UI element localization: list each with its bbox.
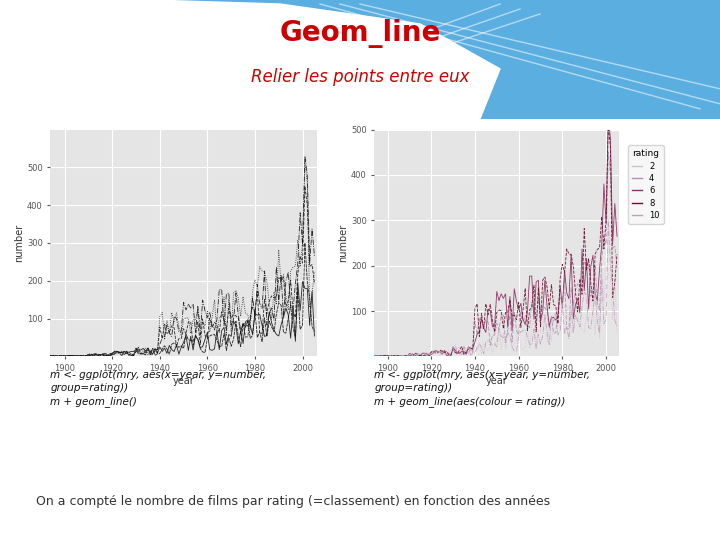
Y-axis label: number: number: [14, 224, 24, 262]
6: [534, 277, 543, 284]
2: [372, 353, 381, 360]
8: [508, 313, 516, 320]
8: [608, 294, 617, 301]
10: [374, 353, 383, 360]
Polygon shape: [0, 0, 500, 119]
4: [508, 339, 516, 345]
10: [608, 284, 617, 290]
Line: 8: 8: [374, 125, 617, 356]
6: [455, 350, 464, 356]
6: [545, 323, 554, 329]
10: [508, 343, 516, 350]
Text: m <- ggplot(mry, aes(x=year, y=number,
group=rating))
m + geom_line(aes(colour =: m <- ggplot(mry, aes(x=year, y=number, g…: [374, 370, 590, 407]
10: [457, 352, 466, 358]
8: [457, 343, 466, 350]
Line: 2: 2: [374, 267, 617, 356]
6: [606, 136, 615, 142]
6: [370, 353, 379, 360]
8: [560, 269, 569, 276]
6: [604, 113, 613, 119]
8: [604, 122, 613, 129]
Text: On a compté le nombre de films par rating (=classement) en fonction des années: On a compté le nombre de films par ratin…: [36, 495, 550, 508]
8: [536, 323, 545, 330]
4: [613, 264, 621, 271]
8: [370, 352, 379, 359]
8: [372, 353, 381, 360]
2: [613, 329, 621, 335]
Polygon shape: [0, 0, 430, 109]
4: [377, 353, 385, 360]
X-axis label: year: year: [173, 376, 194, 386]
10: [536, 341, 545, 347]
4: [370, 353, 379, 359]
2: [602, 264, 611, 270]
X-axis label: year: year: [486, 376, 508, 386]
Line: 4: 4: [374, 152, 617, 356]
10: [604, 217, 613, 224]
8: [547, 281, 556, 288]
10: [613, 323, 621, 330]
4: [604, 149, 613, 156]
6: [505, 293, 514, 300]
4: [560, 275, 569, 282]
4: [547, 313, 556, 320]
2: [536, 329, 545, 335]
10: [370, 353, 379, 359]
2: [508, 343, 516, 349]
4: [608, 245, 617, 252]
10: [547, 314, 556, 320]
6: [613, 233, 621, 239]
Text: Geom_line: Geom_line: [279, 19, 441, 49]
Line: 6: 6: [374, 116, 617, 356]
4: [536, 307, 545, 314]
10: [560, 330, 569, 337]
8: [613, 251, 621, 258]
2: [560, 303, 569, 310]
Text: Relier les points entre eux: Relier les points entre eux: [251, 68, 469, 86]
Y-axis label: number: number: [338, 224, 348, 262]
6: [558, 305, 567, 311]
4: [457, 346, 466, 353]
2: [608, 316, 617, 322]
Text: m <- ggplot(mry, aes(x=year, y=number,
group=rating))
m + geom_line(): m <- ggplot(mry, aes(x=year, y=number, g…: [50, 370, 266, 407]
2: [457, 347, 466, 353]
Line: 10: 10: [374, 220, 617, 356]
2: [547, 338, 556, 344]
Legend: 2, 4, 6, 8, 10: 2, 4, 6, 8, 10: [629, 145, 664, 224]
2: [370, 352, 379, 359]
